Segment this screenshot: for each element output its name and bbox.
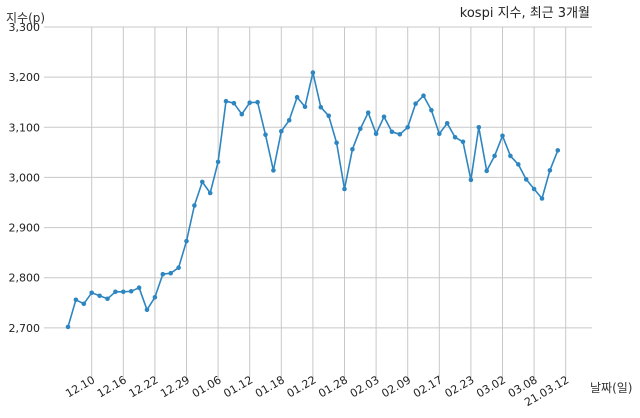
data-point — [500, 133, 505, 139]
x-tick-label: 12.10 — [63, 373, 97, 400]
data-point — [73, 297, 79, 303]
data-point — [231, 100, 237, 106]
x-tick-label: 01.22 — [285, 373, 319, 400]
data-point — [350, 147, 355, 152]
data-point — [429, 107, 434, 113]
data-point — [160, 271, 166, 277]
data-point — [318, 104, 324, 110]
x-tick-label: 01.06 — [190, 373, 224, 400]
data-point — [128, 289, 134, 294]
chart-title: kospi 지수, 최근 3개월 — [460, 6, 590, 21]
data-point — [105, 296, 110, 302]
data-point — [239, 111, 245, 117]
x-tick-label: 01.12 — [221, 373, 255, 400]
data-point — [365, 110, 371, 115]
x-tick-label: 02.23 — [443, 373, 477, 400]
y-tick-label: 2,800 — [9, 272, 41, 285]
x-tick-label: 02.17 — [411, 373, 445, 400]
data-point — [152, 295, 158, 300]
data-point — [223, 98, 229, 104]
x-tick-label: 12.22 — [127, 373, 161, 400]
data-point — [342, 186, 347, 192]
x-tick-label: 01.18 — [253, 373, 287, 400]
data-point — [207, 190, 213, 196]
data-point — [302, 104, 308, 109]
data-point — [531, 186, 537, 192]
data-point — [271, 168, 276, 173]
data-point — [168, 270, 173, 276]
data-point — [81, 301, 87, 307]
data-point — [484, 168, 490, 174]
data-point — [397, 132, 403, 137]
data-point — [523, 177, 529, 182]
y-tick-label: 3,200 — [9, 71, 41, 84]
y-tick-label: 3,000 — [9, 171, 41, 184]
data-point — [421, 93, 426, 98]
data-point — [358, 126, 363, 132]
y-tick-label: 2,700 — [9, 322, 41, 335]
data-point — [508, 153, 513, 159]
data-point — [121, 289, 126, 295]
data-point — [452, 135, 458, 140]
data-point — [547, 168, 553, 173]
data-point — [476, 125, 482, 130]
data-point — [326, 113, 332, 119]
grid — [44, 26, 592, 378]
data-point — [263, 132, 268, 138]
data-point — [516, 162, 521, 167]
x-tick-label: 12.29 — [158, 373, 192, 400]
data-point — [381, 114, 387, 120]
data-point — [279, 129, 284, 134]
x-tick-label: 03.02 — [474, 373, 508, 400]
data-point — [294, 94, 300, 100]
series-layer — [65, 70, 561, 330]
data-point — [460, 139, 466, 145]
data-point — [65, 324, 71, 330]
x-tick-label: 02.03 — [348, 373, 382, 400]
data-point — [405, 125, 411, 130]
x-axis-label: 날짜(일) — [590, 381, 632, 395]
y-tick-label: 3,100 — [9, 121, 41, 134]
data-point — [97, 293, 102, 299]
data-point — [334, 140, 339, 146]
data-point — [144, 307, 150, 313]
data-point — [176, 265, 181, 271]
data-point — [389, 129, 395, 135]
data-point — [373, 131, 379, 137]
data-point — [437, 131, 442, 137]
data-point — [555, 148, 561, 153]
data-point — [184, 238, 189, 244]
data-point — [492, 153, 497, 159]
y-axis-label: 지수(p) — [6, 11, 45, 25]
data-point — [444, 121, 450, 126]
y-axis-ticks: 2,700 2,800 2,900 3,000 3,100 3,200 3,300 — [9, 21, 41, 335]
data-point — [215, 159, 221, 165]
data-point — [192, 203, 197, 208]
data-point — [200, 179, 205, 185]
data-point — [113, 289, 118, 295]
y-tick-label: 2,900 — [9, 222, 41, 235]
x-tick-label: 01.28 — [316, 373, 350, 400]
data-point — [468, 177, 474, 183]
data-point — [286, 118, 292, 123]
x-axis-ticks: 12.1012.1612.2212.2901.0601.1201.1801.22… — [63, 373, 571, 409]
data-point — [247, 100, 252, 105]
data-point — [310, 70, 316, 75]
data-point — [136, 285, 142, 291]
data-point — [89, 290, 94, 296]
x-tick-label: 02.09 — [379, 373, 413, 400]
data-point — [413, 101, 418, 106]
y-tick-label: 3,300 — [9, 21, 41, 34]
data-point — [255, 99, 260, 105]
data-point — [539, 196, 545, 201]
x-tick-label: 12.16 — [95, 373, 129, 400]
